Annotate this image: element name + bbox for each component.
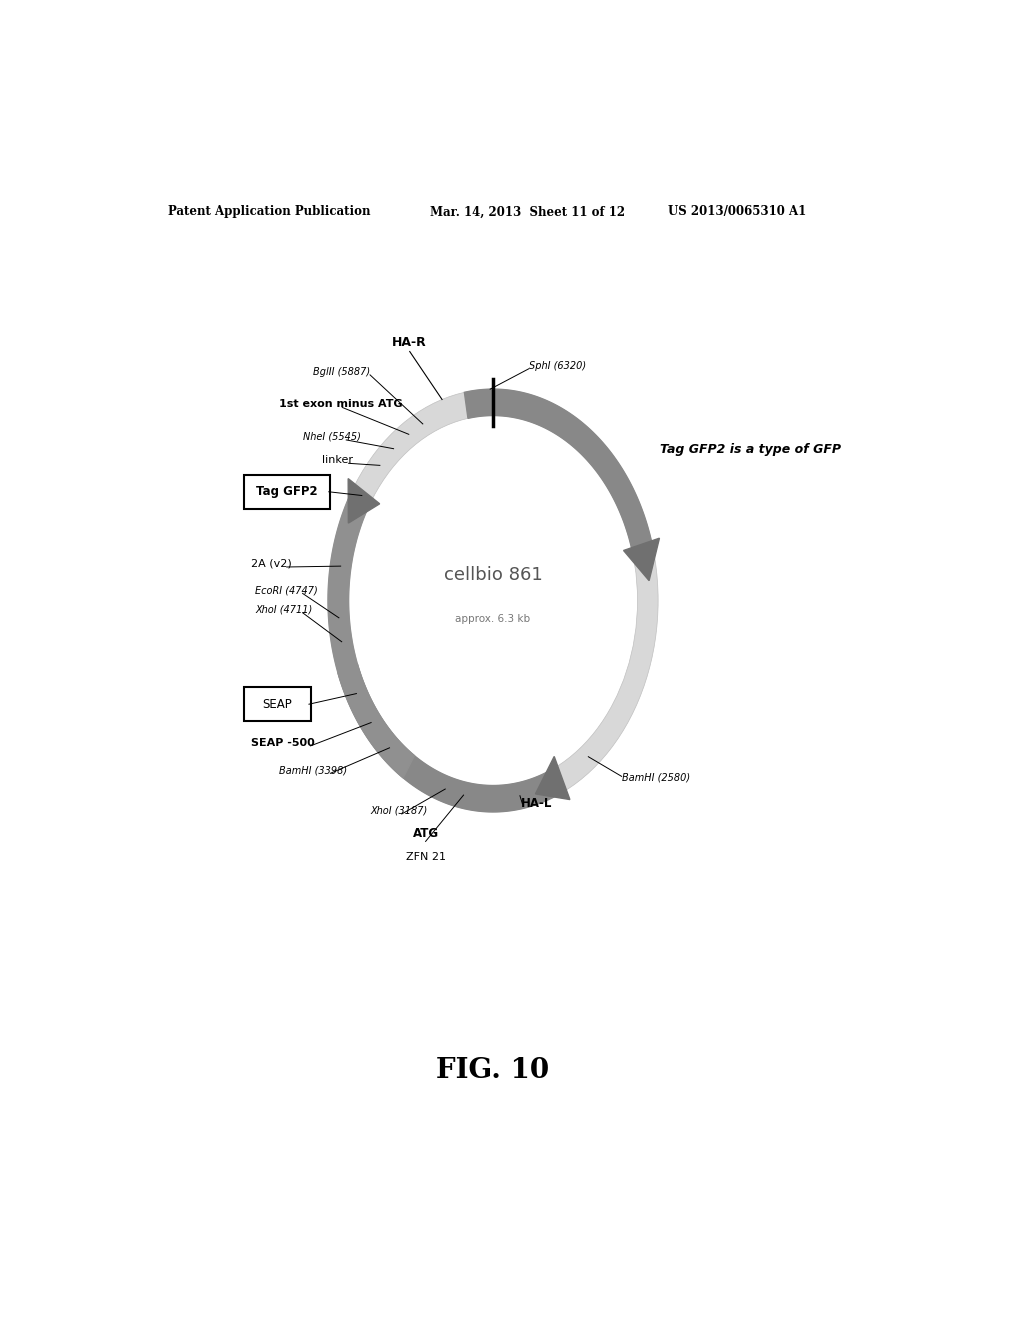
Text: HA-R: HA-R [392, 337, 427, 350]
Polygon shape [338, 664, 563, 812]
Text: SEAP -500: SEAP -500 [251, 738, 314, 748]
Text: Mar. 14, 2013  Sheet 11 of 12: Mar. 14, 2013 Sheet 11 of 12 [430, 206, 625, 218]
Circle shape [348, 416, 638, 785]
Text: 2A (v2): 2A (v2) [251, 558, 292, 569]
Text: SEAP: SEAP [262, 698, 292, 710]
Text: FIG. 10: FIG. 10 [436, 1057, 550, 1084]
FancyBboxPatch shape [244, 686, 310, 722]
Text: Tag GFP2 is a type of GFP: Tag GFP2 is a type of GFP [659, 444, 841, 457]
Text: ATG: ATG [413, 828, 438, 841]
Polygon shape [348, 479, 380, 523]
Text: BamHI (3398): BamHI (3398) [279, 766, 347, 775]
Text: Patent Application Publication: Patent Application Publication [168, 206, 371, 218]
Text: XhoI (3187): XhoI (3187) [370, 807, 427, 816]
Text: BglII (5887): BglII (5887) [313, 367, 370, 378]
Polygon shape [536, 756, 570, 800]
FancyBboxPatch shape [244, 474, 331, 510]
Text: approx. 6.3 kb: approx. 6.3 kb [456, 614, 530, 624]
Text: HA-L: HA-L [521, 797, 552, 810]
Text: BamHI (2580): BamHI (2580) [622, 772, 690, 783]
Text: cellbio 861: cellbio 861 [443, 566, 543, 585]
Text: XhoI (4711): XhoI (4711) [255, 605, 312, 615]
Polygon shape [624, 539, 659, 581]
Text: linker: linker [323, 455, 353, 466]
Circle shape [328, 389, 658, 812]
Text: Tag GFP2: Tag GFP2 [256, 486, 317, 498]
Text: SphI (6320): SphI (6320) [528, 360, 586, 371]
Polygon shape [465, 389, 652, 553]
Text: EcoRI (4747): EcoRI (4747) [255, 585, 317, 595]
Text: US 2013/0065310 A1: US 2013/0065310 A1 [668, 206, 806, 218]
Text: NheI (5545): NheI (5545) [303, 432, 360, 442]
Polygon shape [328, 488, 415, 777]
Text: 1st exon minus ATG: 1st exon minus ATG [279, 400, 402, 409]
Text: ZFN 21: ZFN 21 [406, 851, 445, 862]
